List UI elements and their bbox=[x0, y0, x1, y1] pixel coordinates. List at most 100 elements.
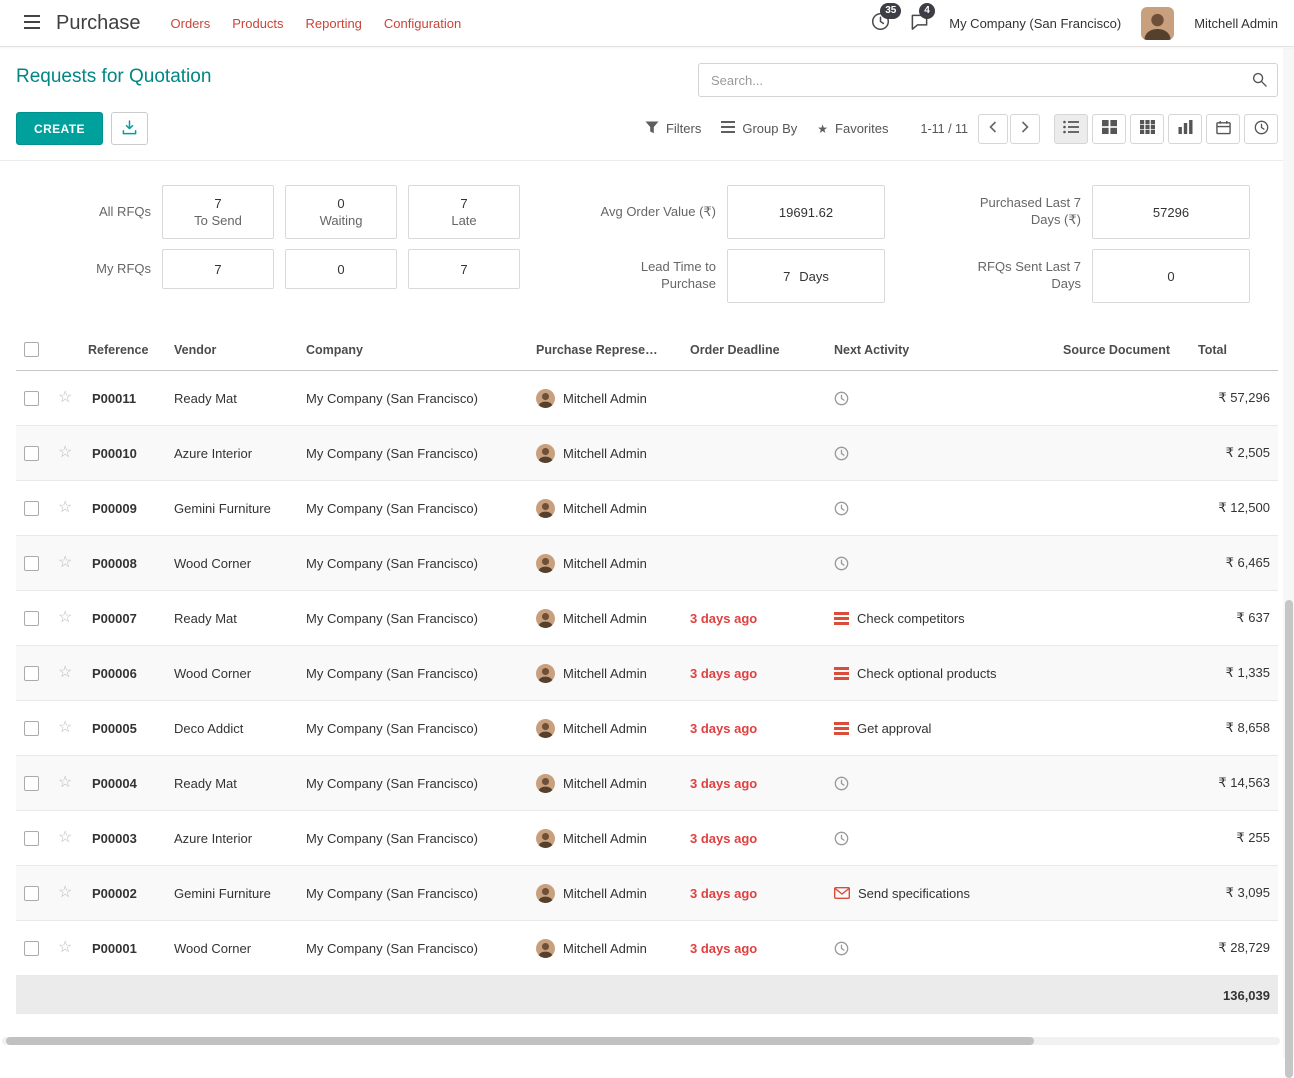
all-waiting-button[interactable]: 0 Waiting bbox=[285, 185, 397, 239]
row-checkbox[interactable] bbox=[24, 831, 39, 847]
view-activity-button[interactable] bbox=[1244, 113, 1278, 144]
favorite-star-icon[interactable]: ☆ bbox=[58, 829, 73, 847]
my-waiting-button[interactable]: 0 bbox=[285, 249, 397, 289]
user-menu[interactable]: Mitchell Admin bbox=[1194, 15, 1278, 31]
table-row[interactable]: ☆ P00009 Gemini Furniture My Company (Sa… bbox=[16, 480, 1278, 537]
rfqs-sent-last-7-days-box[interactable]: 0 bbox=[1092, 249, 1250, 303]
table-footer: 136,039 bbox=[16, 976, 1278, 1015]
export-button[interactable] bbox=[110, 112, 148, 145]
row-checkbox[interactable] bbox=[24, 886, 39, 902]
company-switcher[interactable]: My Company (San Francisco) bbox=[949, 15, 1122, 31]
user-avatar[interactable] bbox=[1141, 6, 1175, 40]
row-checkbox[interactable] bbox=[24, 501, 39, 517]
representative-avatar bbox=[536, 443, 555, 463]
view-kanban-button[interactable] bbox=[1092, 113, 1126, 144]
view-list-button[interactable] bbox=[1054, 113, 1088, 144]
view-calendar-button[interactable] bbox=[1206, 113, 1240, 144]
table-row[interactable]: ☆ P00004 Ready Mat My Company (San Franc… bbox=[16, 755, 1278, 812]
favorite-star-icon[interactable]: ☆ bbox=[58, 554, 73, 572]
favorite-star-icon[interactable]: ☆ bbox=[58, 389, 73, 407]
search-input[interactable] bbox=[698, 63, 1278, 97]
column-reference[interactable]: Reference bbox=[80, 331, 166, 372]
create-button[interactable]: CREATE bbox=[16, 112, 103, 145]
table-row[interactable]: ☆ P00003 Azure Interior My Company (San … bbox=[16, 810, 1278, 867]
favorite-star-icon[interactable]: ☆ bbox=[58, 664, 73, 682]
topbar-right: 35 4 My Company (San Francisco) Mitchell… bbox=[871, 3, 1278, 40]
menu-products[interactable]: Products bbox=[232, 15, 284, 31]
clock-icon bbox=[834, 391, 849, 406]
favorite-star-icon[interactable]: ☆ bbox=[58, 774, 73, 792]
column-next-activity[interactable]: Next Activity bbox=[826, 331, 1038, 372]
favorite-star-icon[interactable]: ☆ bbox=[58, 719, 73, 737]
table-row[interactable]: ☆ P00010 Azure Interior My Company (San … bbox=[16, 425, 1278, 482]
menu-reporting[interactable]: Reporting bbox=[305, 15, 362, 31]
messages-menu-button[interactable]: 4 bbox=[910, 3, 935, 34]
my-rfqs-label: My RFQs bbox=[96, 260, 151, 276]
table-row[interactable]: ☆ P00002 Gemini Furniture My Company (Sa… bbox=[16, 865, 1278, 922]
table-row[interactable]: ☆ P00007 Ready Mat My Company (San Franc… bbox=[16, 590, 1278, 647]
row-total: ₹ 28,729 bbox=[1178, 920, 1278, 977]
rfq-status-group: All RFQs 7 To Send 0 Waiting 7 Late My R… bbox=[16, 185, 520, 303]
view-graph-button[interactable] bbox=[1168, 113, 1202, 144]
favorites-button[interactable]: ★ Favorites bbox=[807, 114, 898, 143]
my-to-send-button[interactable]: 7 bbox=[162, 249, 274, 289]
column-source-document[interactable]: Source Document bbox=[1038, 331, 1178, 372]
favorite-star-icon[interactable]: ☆ bbox=[58, 499, 73, 517]
row-total: ₹ 637 bbox=[1178, 590, 1278, 647]
group-by-button[interactable]: Group By bbox=[711, 114, 807, 143]
row-reference: P00010 bbox=[80, 425, 166, 482]
vertical-scrollbar-thumb[interactable] bbox=[1285, 600, 1293, 1078]
table-row[interactable]: ☆ P00001 Wood Corner My Company (San Fra… bbox=[16, 920, 1278, 977]
row-source-document bbox=[1038, 700, 1178, 757]
message-count-badge: 4 bbox=[919, 3, 935, 19]
column-vendor[interactable]: Vendor bbox=[166, 331, 298, 372]
my-late-button[interactable]: 7 bbox=[408, 249, 520, 289]
favorite-star-icon[interactable]: ☆ bbox=[58, 939, 73, 957]
row-checkbox[interactable] bbox=[24, 721, 39, 737]
column-total[interactable]: Total bbox=[1178, 331, 1278, 372]
favorite-star-icon[interactable]: ☆ bbox=[58, 444, 73, 462]
row-checkbox[interactable] bbox=[24, 776, 39, 792]
search-icon[interactable] bbox=[1252, 72, 1267, 90]
table-row[interactable]: ☆ P00008 Wood Corner My Company (San Fra… bbox=[16, 535, 1278, 592]
clock-icon bbox=[834, 556, 849, 571]
row-source-document bbox=[1038, 920, 1178, 977]
select-all-checkbox[interactable] bbox=[24, 342, 39, 358]
row-checkbox[interactable] bbox=[24, 391, 39, 407]
row-checkbox[interactable] bbox=[24, 941, 39, 957]
row-checkbox[interactable] bbox=[24, 446, 39, 462]
all-to-send-button[interactable]: 7 To Send bbox=[162, 185, 274, 239]
filters-label: Filters bbox=[665, 121, 702, 136]
column-order-deadline[interactable]: Order Deadline bbox=[682, 331, 826, 372]
menu-configuration[interactable]: Configuration bbox=[383, 15, 462, 31]
column-purchase-representative[interactable]: Purchase Represe… bbox=[528, 331, 682, 372]
filters-button[interactable]: Filters bbox=[635, 114, 711, 144]
activities-menu-button[interactable]: 35 bbox=[871, 3, 902, 34]
row-checkbox[interactable] bbox=[24, 611, 39, 627]
table-row[interactable]: ☆ P00011 Ready Mat My Company (San Franc… bbox=[16, 370, 1278, 427]
row-vendor: Wood Corner bbox=[166, 535, 298, 592]
table-row[interactable]: ☆ P00005 Deco Addict My Company (San Fra… bbox=[16, 700, 1278, 757]
row-vendor: Wood Corner bbox=[166, 920, 298, 977]
favorite-star-icon[interactable]: ☆ bbox=[58, 609, 73, 627]
row-next-activity: Check optional products bbox=[857, 665, 997, 681]
menu-orders[interactable]: Orders bbox=[170, 15, 211, 31]
pager-previous-button[interactable] bbox=[978, 113, 1008, 144]
horizontal-scrollbar[interactable] bbox=[2, 1037, 1280, 1045]
lead-time-box[interactable]: 7 Days bbox=[727, 249, 885, 303]
column-company[interactable]: Company bbox=[298, 331, 528, 372]
avg-order-value-box[interactable]: 19691.62 bbox=[727, 185, 885, 239]
vertical-scrollbar[interactable] bbox=[1283, 48, 1294, 1078]
app-title[interactable]: Purchase bbox=[56, 11, 141, 34]
row-checkbox[interactable] bbox=[24, 666, 39, 682]
table-row[interactable]: ☆ P00006 Wood Corner My Company (San Fra… bbox=[16, 645, 1278, 702]
view-pivot-button[interactable] bbox=[1130, 113, 1164, 144]
row-vendor: Ready Mat bbox=[166, 590, 298, 647]
hamburger-menu-button[interactable] bbox=[16, 9, 48, 38]
row-checkbox[interactable] bbox=[24, 556, 39, 572]
favorite-star-icon[interactable]: ☆ bbox=[58, 884, 73, 902]
all-late-button[interactable]: 7 Late bbox=[408, 185, 520, 239]
purchased-last-7-days-box[interactable]: 57296 bbox=[1092, 185, 1250, 239]
pager-next-button[interactable] bbox=[1010, 113, 1040, 144]
horizontal-scrollbar-thumb[interactable] bbox=[6, 1037, 1034, 1045]
